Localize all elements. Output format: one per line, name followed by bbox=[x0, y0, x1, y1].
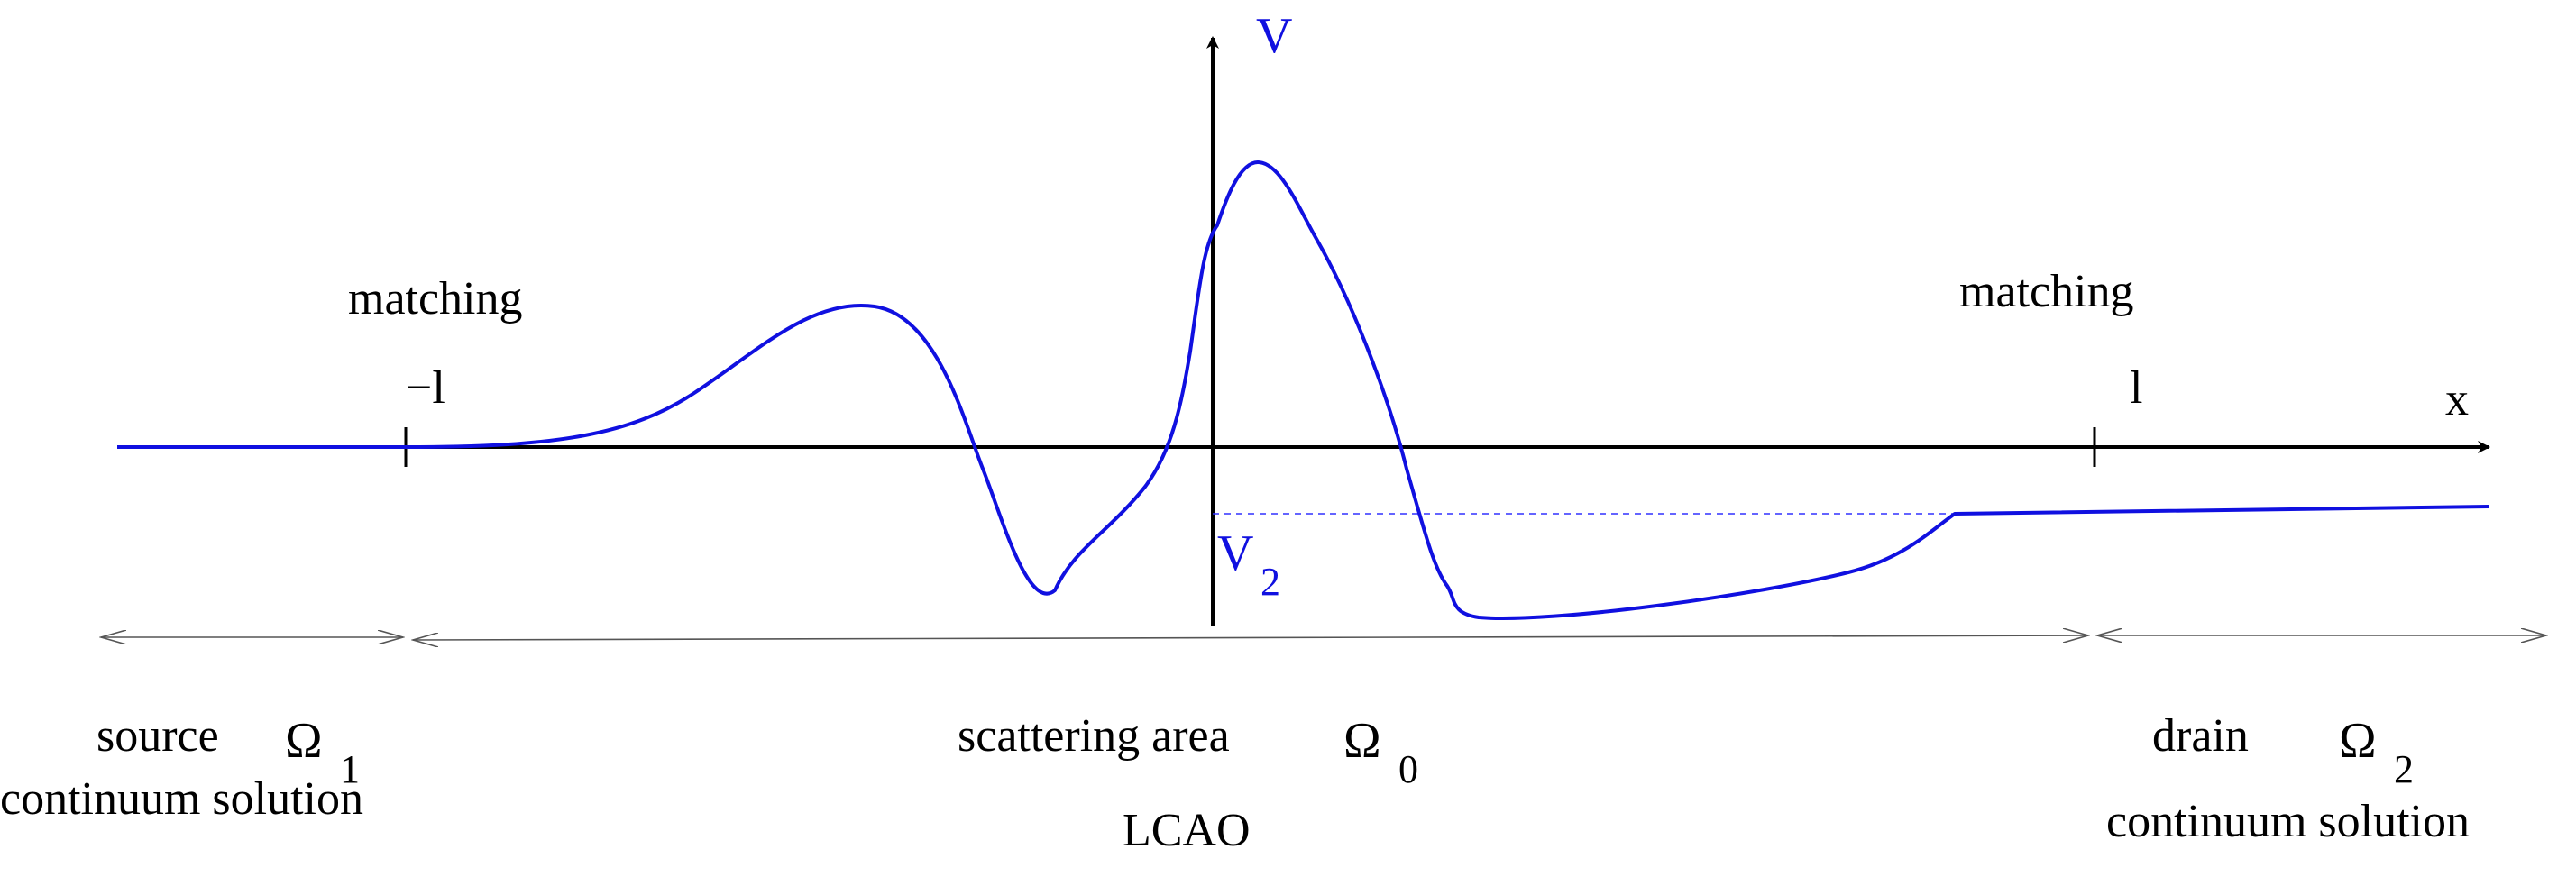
scattering-omega-subscript: 0 bbox=[1398, 747, 1418, 791]
v2-level-subscript: 2 bbox=[1260, 560, 1280, 604]
drain-method-label: continuum solution bbox=[2106, 796, 2470, 847]
x-axis-label: x bbox=[2445, 374, 2469, 425]
matching-left-label: matching bbox=[348, 273, 523, 324]
tick-l-label: l bbox=[2130, 362, 2142, 414]
source-label: source bbox=[96, 710, 219, 762]
scattering-method-label: LCAO bbox=[1123, 805, 1251, 856]
y-axis-label: V bbox=[1256, 8, 1292, 64]
matching-right-label: matching bbox=[1959, 266, 2134, 317]
source-omega-symbol: Ω bbox=[285, 713, 323, 769]
drain-label: drain bbox=[2152, 710, 2249, 762]
v2-level-label: V bbox=[1217, 525, 1253, 581]
scattering-omega-symbol: Ω bbox=[1343, 713, 1381, 769]
source-omega-subscript: 1 bbox=[340, 747, 360, 791]
tick-minus-l-label: −l bbox=[406, 362, 445, 414]
drain-omega-symbol: Ω bbox=[2339, 713, 2377, 769]
drain-omega-subscript: 2 bbox=[2394, 747, 2414, 791]
potential-curve bbox=[117, 160, 2489, 620]
source-method-label: continuum solution bbox=[0, 773, 363, 825]
scattering-area-label: scattering area bbox=[958, 710, 1230, 762]
scattering-region-arrow bbox=[413, 635, 2088, 640]
